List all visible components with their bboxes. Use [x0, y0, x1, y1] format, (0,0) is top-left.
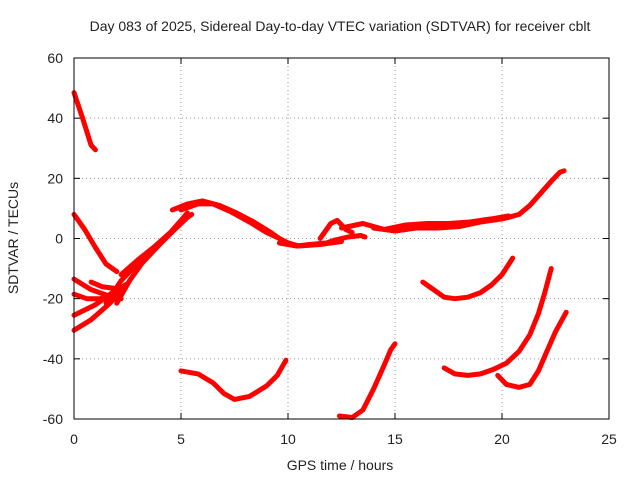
grid	[74, 58, 609, 419]
series-arc-16	[371, 214, 511, 234]
chart-title: Day 083 of 2025, Sidereal Day-to-day VTE…	[90, 18, 591, 34]
axis-ticks: 0 5 10 15 20 25 -60 -40 -20 0 20 40 60	[43, 50, 617, 447]
y-axis-label: SDTVAR / TECUs	[5, 182, 21, 294]
y-tick-label: -40	[43, 351, 63, 367]
series-arc-1	[71, 90, 98, 153]
y-tick-label: -20	[43, 291, 63, 307]
y-tick-label: -60	[43, 411, 63, 427]
y-tick-label: 60	[47, 50, 63, 66]
x-tick-label: 20	[494, 431, 510, 447]
series-arc-14	[317, 217, 355, 241]
series-arc-6	[71, 287, 126, 333]
series-arc-22	[495, 309, 569, 390]
series-arc-17	[505, 168, 567, 220]
x-tick-label: 25	[601, 431, 617, 447]
series-arc-12	[178, 201, 291, 246]
y-tick-label: 40	[47, 110, 63, 126]
series-arc-13	[276, 233, 368, 249]
series-arc-20	[420, 255, 516, 302]
data-series	[71, 90, 569, 420]
series-arc-19	[336, 341, 398, 420]
series-arc-21	[441, 266, 554, 378]
y-tick-label: 20	[47, 170, 63, 186]
series-arc-18	[178, 357, 289, 402]
series-arc-10	[118, 211, 195, 278]
x-tick-label: 5	[177, 431, 185, 447]
series-arc-11	[169, 198, 344, 249]
y-tick-label: 0	[55, 231, 63, 247]
x-axis-label: GPS time / hours	[287, 457, 394, 473]
series-arc-2	[71, 211, 120, 275]
x-tick-label: 0	[70, 431, 78, 447]
x-tick-label: 10	[280, 431, 296, 447]
x-tick-label: 15	[387, 431, 403, 447]
